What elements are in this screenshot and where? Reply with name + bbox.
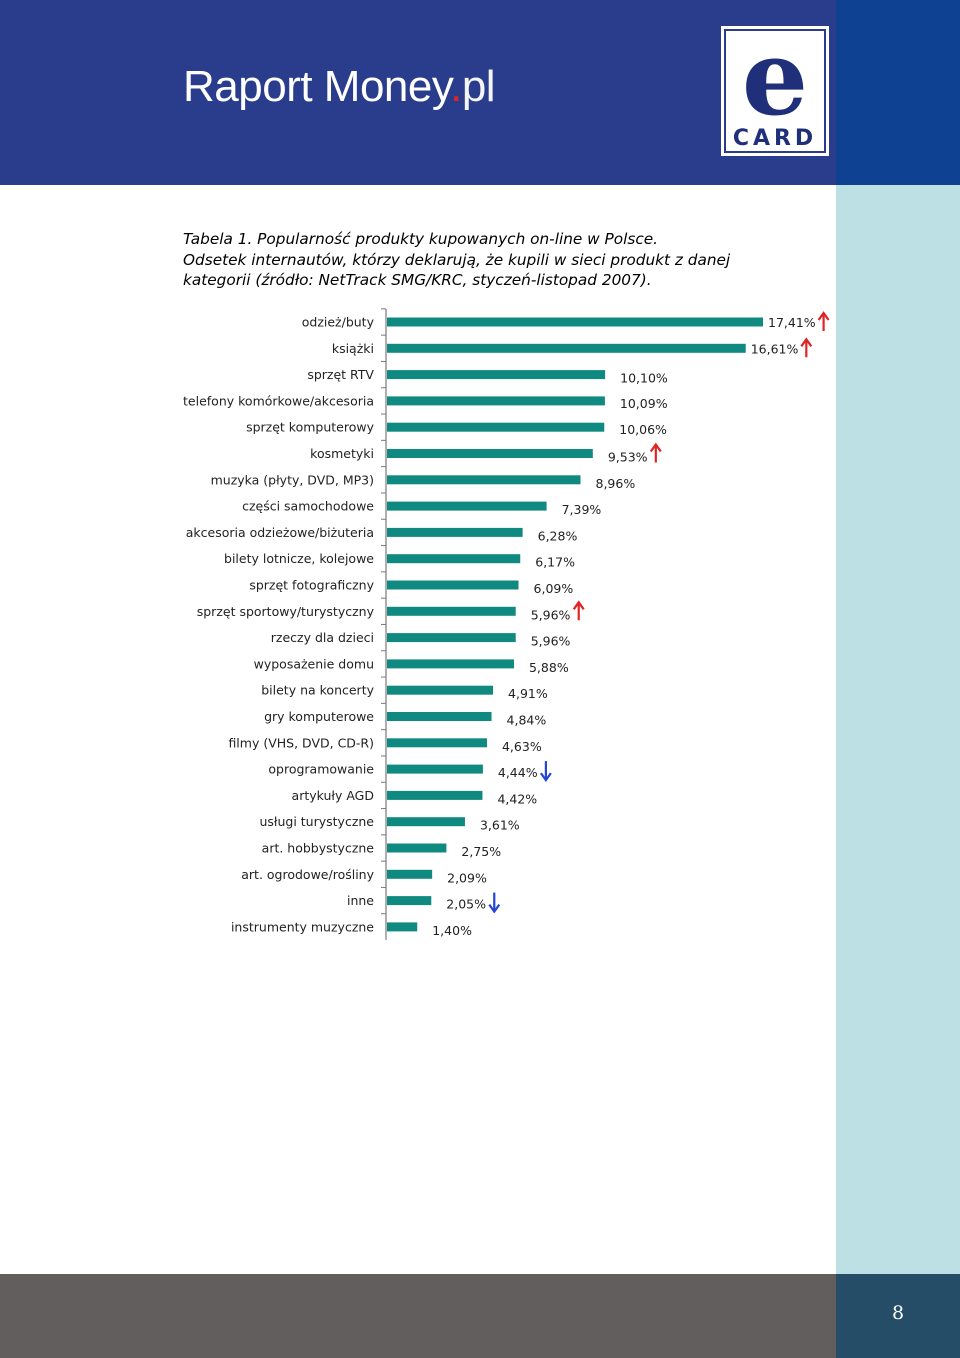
logo-letter: e xyxy=(742,26,808,139)
bar xyxy=(387,343,746,353)
category-label: instrumenty muzyczne xyxy=(231,919,374,934)
category-label: rzeczy dla dzieci xyxy=(271,630,374,645)
footer-corner xyxy=(836,1274,960,1358)
category-label: sprzęt RTV xyxy=(307,367,374,382)
side-strip xyxy=(836,185,960,1274)
bar xyxy=(387,396,605,406)
red-arrow-up-icon xyxy=(649,442,662,463)
value-label: 6,09% xyxy=(534,581,574,596)
category-label: kosmetyki xyxy=(310,446,374,461)
category-label: odzież/buty xyxy=(302,315,375,330)
value-label: 2,75% xyxy=(461,844,501,859)
category-label: bilety na koncerty xyxy=(261,683,374,698)
bar xyxy=(387,817,465,827)
category-label: inne xyxy=(347,893,374,908)
bar xyxy=(387,580,519,590)
value-label: 5,96% xyxy=(531,607,571,622)
caption-line-3: kategorii (źródło: NetTrack SMG/KRC, sty… xyxy=(183,271,652,289)
value-label: 3,61% xyxy=(480,818,520,833)
bar xyxy=(387,501,547,511)
blue-arrow-down-icon xyxy=(539,761,552,782)
category-label: filmy (VHS, DVD, CD-R) xyxy=(228,735,374,750)
value-label: 4,84% xyxy=(507,713,547,728)
blue-arrow-down-icon xyxy=(488,892,501,914)
category-label: art. ogrodowe/rośliny xyxy=(241,867,374,882)
bar xyxy=(387,633,516,643)
bar xyxy=(387,659,514,669)
bar xyxy=(387,554,521,564)
bar xyxy=(387,685,494,695)
value-label: 1,40% xyxy=(432,923,472,938)
category-label: części samochodowe xyxy=(242,499,374,514)
bar xyxy=(387,449,593,458)
value-label: 4,63% xyxy=(502,739,542,754)
bar xyxy=(387,896,432,906)
brand-title: Raport Money.pl xyxy=(183,62,496,112)
value-label: 2,05% xyxy=(446,897,486,912)
bar xyxy=(387,370,606,380)
value-label: 17,41% xyxy=(768,315,816,330)
table-caption: Tabela 1. Popularność produkty kupowanyc… xyxy=(183,229,823,291)
brand-tld: pl xyxy=(461,62,496,111)
bar xyxy=(387,712,492,721)
value-label: 5,96% xyxy=(531,634,571,649)
value-label: 4,42% xyxy=(497,791,537,806)
value-label: 4,91% xyxy=(508,686,548,701)
value-label: 2,09% xyxy=(447,870,487,885)
bar xyxy=(387,843,447,853)
e-card-logo-icon: e CARD xyxy=(721,26,829,156)
bar xyxy=(387,764,483,774)
value-label: 4,44% xyxy=(498,765,538,780)
bar xyxy=(387,790,483,800)
header-band xyxy=(0,0,836,185)
category-label: usługi turystyczne xyxy=(259,814,374,829)
page-number: 8 xyxy=(891,1302,905,1324)
bar xyxy=(387,869,433,879)
red-arrow-up-icon xyxy=(800,337,813,358)
bar xyxy=(387,922,418,932)
value-label: 9,53% xyxy=(608,450,648,465)
bar xyxy=(387,527,523,537)
footer-band xyxy=(0,1274,836,1358)
value-label: 16,61% xyxy=(751,341,799,356)
brand-dot: . xyxy=(450,62,462,111)
caption-line-1: Tabela 1. Popularność produkty kupowanyc… xyxy=(183,230,659,248)
category-label: wyposażenie domu xyxy=(254,656,374,671)
value-label: 10,10% xyxy=(620,371,668,386)
category-label: książki xyxy=(332,341,374,356)
category-label: sprzęt sportowy/turystyczny xyxy=(197,604,375,619)
category-label: telefony komórkowe/akcesoria xyxy=(183,393,374,408)
red-arrow-up-icon xyxy=(572,600,585,621)
bar xyxy=(387,738,487,748)
bar xyxy=(387,606,516,616)
value-label: 7,39% xyxy=(562,502,602,517)
bar xyxy=(387,317,763,327)
red-arrow-up-icon xyxy=(817,311,830,331)
category-label: sprzęt fotograficzny xyxy=(249,578,374,593)
logo-word: CARD xyxy=(733,126,817,151)
bar xyxy=(387,422,605,432)
category-label: akcesoria odzieżowe/biżuteria xyxy=(186,525,374,540)
category-label: bilety lotnicze, kolejowe xyxy=(224,551,374,566)
value-label: 10,06% xyxy=(619,422,667,437)
value-label: 10,09% xyxy=(620,396,668,411)
caption-line-2: Odsetek internautów, którzy deklarują, ż… xyxy=(183,250,731,269)
category-label: sprzęt komputerowy xyxy=(246,420,375,435)
category-label: art. hobbystyczne xyxy=(262,841,375,856)
value-label: 5,88% xyxy=(529,660,569,675)
value-label: 8,96% xyxy=(596,476,636,491)
brand-main: Raport Money xyxy=(183,62,451,111)
category-label: artykuły AGD xyxy=(292,788,374,803)
value-label: 6,28% xyxy=(538,528,578,543)
value-label: 6,17% xyxy=(535,555,575,570)
category-label: oprogramowanie xyxy=(268,762,374,777)
category-label: muzyka (płyty, DVD, MP3) xyxy=(211,472,374,487)
category-label: gry komputerowe xyxy=(264,709,374,724)
bar xyxy=(387,475,581,485)
header-corner xyxy=(836,0,960,185)
